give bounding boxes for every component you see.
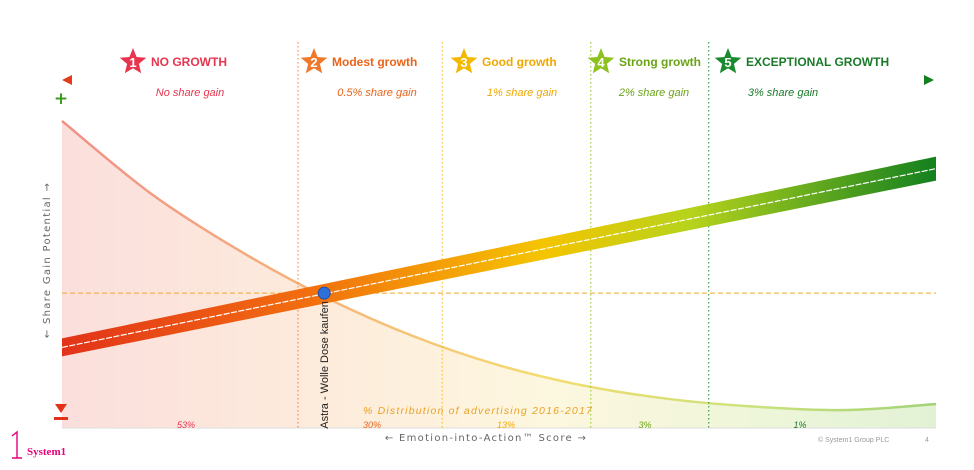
minus-icon	[54, 417, 68, 420]
share-gain-band-layer	[61, 156, 937, 357]
distribution-area	[62, 120, 936, 428]
distribution-value-5: 1%	[793, 420, 806, 430]
marker-point	[317, 286, 331, 300]
distribution-title: % Distribution of advertising 2016-2017	[363, 405, 593, 417]
category-header-layer: 1 NO GROWTH No share gain 2 Modest growth 0.5…	[62, 48, 934, 99]
x-axis-title: ← Emotion-into-Action™ Score →	[385, 433, 587, 444]
gain-label-5: 3% share gain	[748, 87, 818, 99]
distribution-value-1: 53%	[177, 420, 195, 430]
distribution-value-2: 30%	[363, 420, 381, 430]
star-badge-icon-4	[587, 48, 615, 74]
distribution-value-4: 3%	[638, 420, 651, 430]
star-badge-number-2: 2	[310, 55, 317, 70]
brand-logo-mark	[11, 430, 22, 459]
top-arrow-right-head	[924, 75, 934, 85]
y-axis-title: ← Share Gain Potential →	[42, 182, 53, 338]
star-badge-number-5: 5	[724, 55, 731, 70]
share-gain-band	[62, 156, 936, 357]
category-label-2: Modest growth	[332, 55, 417, 69]
star-badge-number-3: 3	[460, 55, 467, 70]
footer: System1 © System1 Group PLC 4	[11, 430, 929, 459]
y-axis-arrowhead	[55, 404, 67, 413]
category-label-4: Strong growth	[619, 55, 701, 69]
share-gain-center-line	[61, 168, 937, 349]
distribution-value-3: 13%	[497, 420, 515, 430]
star-badge-icon-2	[300, 48, 328, 74]
category-label-3: Good growth	[482, 55, 557, 69]
labels-layer: Astra - Wolle Dose kaufen 53% 30% 13% 3% 1%	[177, 301, 807, 430]
plus-icon: +	[54, 89, 68, 109]
star-badge-icon-3	[450, 48, 478, 74]
gain-label-4: 2% share gain	[618, 87, 689, 99]
axes-layer: +	[54, 89, 936, 429]
page-number: 4	[925, 437, 929, 444]
star-badge-number-4: 4	[597, 55, 605, 70]
category-label-1: NO GROWTH	[151, 55, 227, 69]
star-badge-number-1: 1	[129, 55, 136, 70]
marker-label: Astra - Wolle Dose kaufen	[319, 301, 331, 429]
copyright-text: © System1 Group PLC	[818, 436, 889, 444]
distribution-area-layer	[61, 119, 937, 428]
star-badge-icon-5	[714, 48, 742, 74]
category-label-5: EXCEPTIONAL GROWTH	[746, 55, 889, 69]
distribution-curve	[61, 119, 937, 412]
top-arrow-left-head	[62, 75, 72, 85]
gain-label-1: No share gain	[156, 87, 225, 99]
gain-label-2: 0.5% share gain	[337, 87, 417, 99]
star-badge-icon-1	[119, 48, 147, 74]
gain-label-3: 1% share gain	[487, 87, 557, 99]
brand-name: System1	[27, 446, 66, 458]
